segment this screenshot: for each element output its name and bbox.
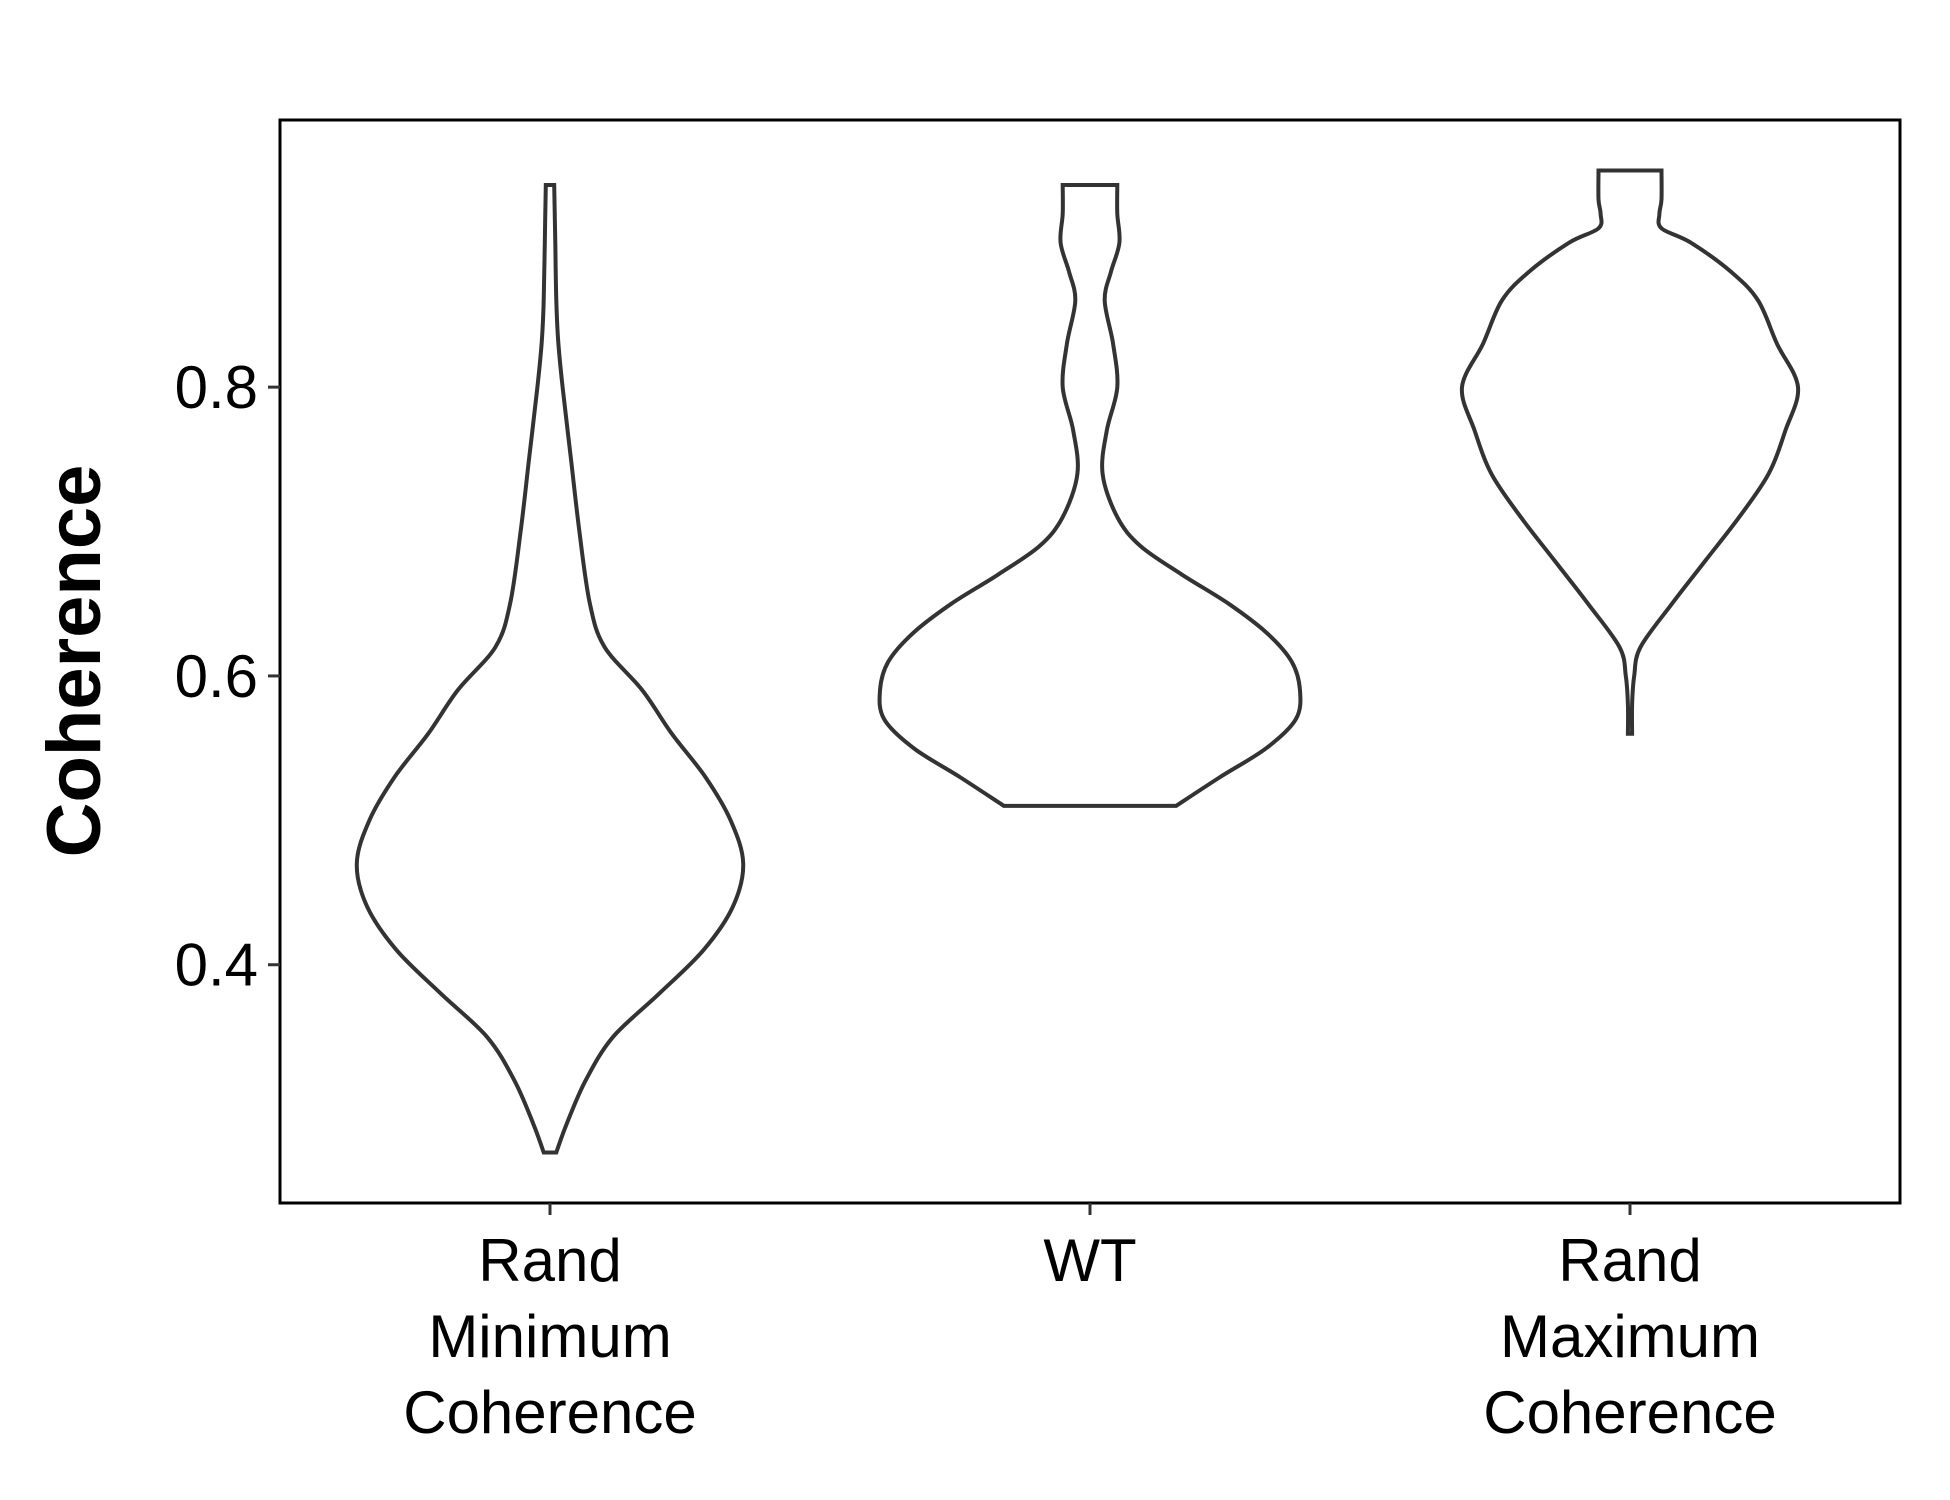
violin-2 <box>1459 168 1801 736</box>
violin-1 <box>877 183 1303 808</box>
x-tick-label-line: Rand <box>478 1227 621 1294</box>
y-axis: 0.4 0.6 0.8 <box>175 354 280 999</box>
y-tick-label: 0.8 <box>175 354 258 421</box>
x-tick-label: Rand Minimum Coherence <box>403 1227 697 1446</box>
x-tick-label-line: Minimum <box>428 1303 671 1370</box>
x-tick-label-line: Coherence <box>403 1379 697 1446</box>
y-tick-label: 0.4 <box>175 932 258 999</box>
x-tick-label-line: WT <box>1043 1227 1136 1294</box>
x-tick-label-line: Maximum <box>1500 1303 1760 1370</box>
violin-0 <box>354 183 746 1155</box>
x-tick-label: Rand Maximum Coherence <box>1483 1227 1777 1446</box>
x-tick-label-line: Rand <box>1558 1227 1701 1294</box>
x-axis: Rand Minimum Coherence WT Rand Maximum Coheren… <box>403 1203 1777 1446</box>
x-tick-label-line: Coherence <box>1483 1379 1777 1446</box>
y-tick-label: 0.6 <box>175 643 258 710</box>
x-tick-label: WT <box>1043 1227 1136 1294</box>
y-axis-title: Coherence <box>32 465 117 858</box>
violins <box>354 168 1801 1155</box>
